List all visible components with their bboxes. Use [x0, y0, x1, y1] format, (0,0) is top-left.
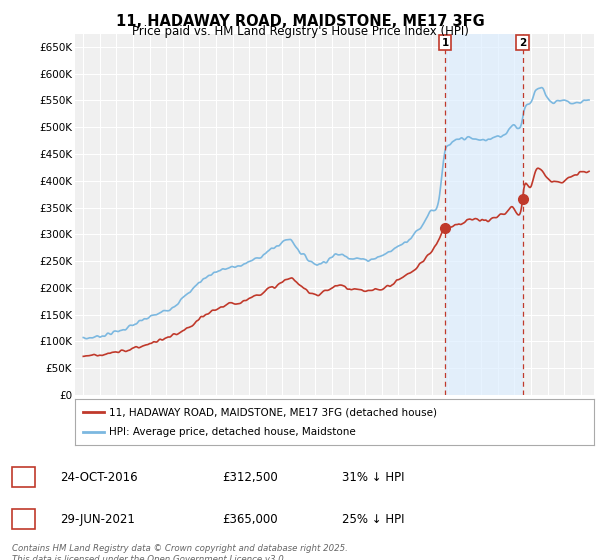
Text: 29-JUN-2021: 29-JUN-2021	[60, 513, 135, 526]
Text: Price paid vs. HM Land Registry's House Price Index (HPI): Price paid vs. HM Land Registry's House …	[131, 25, 469, 38]
Text: 25% ↓ HPI: 25% ↓ HPI	[342, 513, 404, 526]
Text: 24-OCT-2016: 24-OCT-2016	[60, 471, 137, 484]
Bar	[445, 34, 523, 395]
Text: Contains HM Land Registry data © Crown copyright and database right 2025.
This d: Contains HM Land Registry data © Crown c…	[12, 544, 348, 560]
Text: 11, HADAWAY ROAD, MAIDSTONE, ME17 3FG (detached house): 11, HADAWAY ROAD, MAIDSTONE, ME17 3FG (d…	[109, 407, 437, 417]
Text: 1: 1	[19, 471, 28, 484]
Text: 1: 1	[442, 38, 449, 48]
Text: 2: 2	[519, 38, 526, 48]
Text: 11, HADAWAY ROAD, MAIDSTONE, ME17 3FG: 11, HADAWAY ROAD, MAIDSTONE, ME17 3FG	[116, 14, 484, 29]
Text: £312,500: £312,500	[222, 471, 278, 484]
Text: 31% ↓ HPI: 31% ↓ HPI	[342, 471, 404, 484]
Text: £365,000: £365,000	[222, 513, 278, 526]
Text: 2: 2	[19, 513, 28, 526]
Text: HPI: Average price, detached house, Maidstone: HPI: Average price, detached house, Maid…	[109, 427, 355, 437]
